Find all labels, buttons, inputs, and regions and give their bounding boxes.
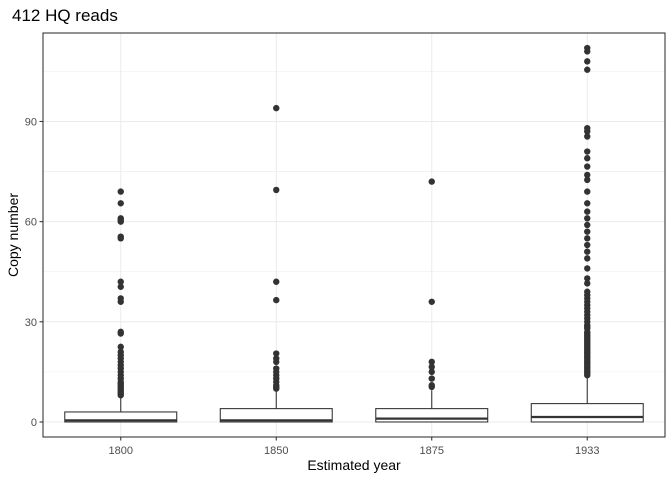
outlier-point (584, 133, 591, 140)
axes: 0 30 60 90 1800 1850 1875 1933 (25, 116, 600, 457)
x-tick-label: 1800 (109, 445, 133, 457)
outlier-point (584, 208, 591, 215)
outlier-point (584, 44, 591, 52)
outlier-point (117, 200, 124, 207)
outlier-point (584, 228, 591, 235)
box-1875 (375, 390, 489, 423)
outlier-point (584, 163, 591, 170)
y-tick-label: 60 (25, 217, 37, 229)
outlier-point (273, 355, 280, 362)
y-tick-label: 0 (31, 417, 37, 429)
outlier-point (428, 178, 435, 185)
outlier-point (584, 200, 591, 207)
y-tick-label: 90 (25, 116, 37, 128)
outlier-point (273, 104, 280, 112)
outlier-point (584, 66, 591, 73)
grid-lines (43, 33, 665, 437)
x-tick-label: 1850 (264, 445, 288, 457)
iqr-box (530, 403, 644, 423)
iqr-box (375, 408, 489, 423)
chart-title: 412 HQ reads (12, 6, 118, 25)
outlier-point (117, 295, 124, 302)
outlier-point (117, 343, 124, 351)
outlier-point (273, 296, 280, 304)
outlier-point (584, 235, 591, 242)
outlier-point (584, 275, 591, 282)
outlier-point (273, 278, 280, 285)
outlier-point (584, 171, 591, 179)
outlier-point (584, 288, 591, 295)
x-axis-title: Estimated year (307, 457, 401, 473)
box-1933 (530, 376, 644, 423)
outlier-point (584, 188, 591, 195)
outlier-point (584, 265, 591, 272)
outlier-point (117, 233, 124, 240)
outlier-point (584, 248, 591, 255)
panel-background (43, 33, 665, 437)
y-tick-label: 30 (25, 317, 37, 329)
outlier-point (428, 382, 435, 389)
x-tick-label: 1933 (575, 445, 599, 457)
outlier-point (428, 368, 435, 376)
outlier-point (584, 215, 591, 222)
outlier-point (273, 365, 280, 372)
outlier-point (584, 255, 591, 262)
outlier-point (117, 278, 124, 285)
y-axis-title: Copy number (5, 193, 21, 277)
outlier-point (584, 58, 591, 65)
outlier-points (117, 44, 591, 399)
boxplot-layer (64, 376, 644, 423)
box-1850 (219, 390, 333, 423)
outlier-point (117, 188, 124, 195)
outlier-point (584, 176, 591, 184)
outlier-point (584, 241, 591, 249)
outlier-point (584, 148, 591, 155)
outlier-point (428, 375, 435, 382)
outlier-point (428, 363, 435, 371)
outlier-point (428, 298, 435, 305)
outlier-point (117, 215, 124, 222)
outlier-point (273, 186, 280, 194)
outlier-point (428, 358, 435, 366)
outlier-point (584, 124, 591, 132)
box-1800 (64, 396, 178, 423)
iqr-box (219, 408, 333, 423)
outlier-point (117, 328, 124, 336)
outlier-point (584, 155, 591, 162)
outlier-point (584, 280, 591, 287)
panel-border (42, 32, 666, 438)
outlier-point (273, 350, 280, 357)
outlier-point (584, 221, 591, 229)
outlier-point (117, 348, 124, 356)
outlier-point (117, 283, 124, 290)
iqr-box (64, 411, 178, 423)
x-tick-label: 1875 (420, 445, 444, 457)
